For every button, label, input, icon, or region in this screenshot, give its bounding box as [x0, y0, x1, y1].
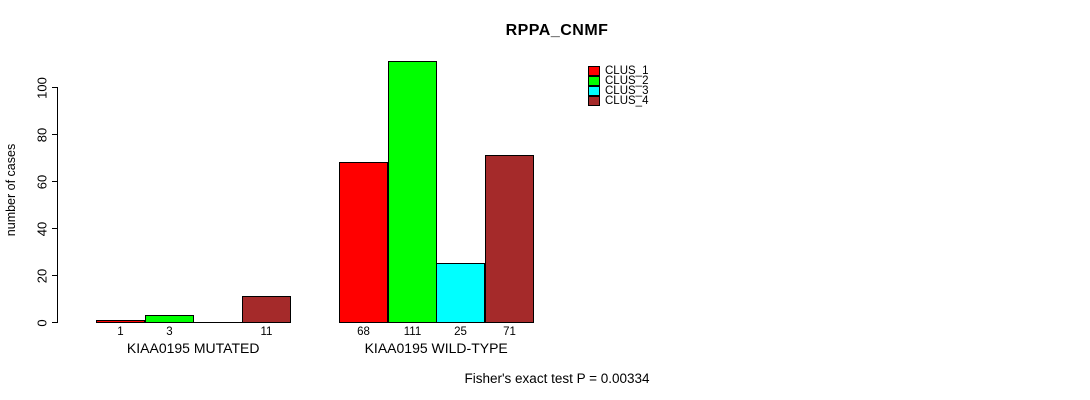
- bar-value-label: 71: [503, 326, 516, 338]
- bar-value-label: 3: [166, 326, 173, 338]
- legend-item-clus_4: CLUS_4: [588, 94, 649, 107]
- bar-clus_4: [242, 296, 291, 323]
- bar-value-label: 25: [454, 326, 467, 338]
- bar-clus_2: [145, 315, 194, 323]
- y-tick-label: 40: [34, 221, 50, 236]
- bar-value-label: 68: [357, 326, 370, 338]
- y-tick-label: 20: [34, 268, 50, 283]
- bar-clus_3-zero: [193, 322, 242, 323]
- bar-value-label: 111: [403, 326, 422, 338]
- fisher-test-annotation: Fisher's exact test P = 0.00334: [464, 371, 650, 386]
- y-axis-line: [57, 87, 58, 323]
- chart-title: RPPA_CNMF: [505, 22, 609, 39]
- bar-clus_1: [339, 162, 388, 323]
- legend-swatch-icon: [588, 65, 600, 76]
- legend-item-clus_1: CLUS_1: [588, 64, 649, 77]
- bar-clus_1: [96, 320, 145, 323]
- y-tick-label: 80: [34, 127, 50, 142]
- legend-item-clus_3: CLUS_3: [588, 84, 649, 97]
- legend-swatch-icon: [588, 85, 600, 96]
- y-tick-label: 0: [34, 318, 50, 327]
- y-tick: [52, 181, 57, 182]
- bar-value-label: 11: [260, 326, 273, 338]
- legend-item-clus_2: CLUS_2: [588, 74, 649, 87]
- group-label: KIAA0195 MUTATED: [126, 340, 260, 356]
- bar-clus_4: [485, 155, 534, 323]
- legend-swatch-icon: [588, 75, 600, 86]
- y-tick-label: 60: [34, 174, 50, 189]
- legend: CLUS_1 CLUS_2 CLUS_3 CLUS_4: [588, 64, 649, 107]
- y-tick: [52, 228, 57, 229]
- legend-label: CLUS_3: [605, 84, 649, 97]
- legend-label: CLUS_2: [605, 74, 649, 87]
- legend-label: CLUS_4: [605, 94, 649, 107]
- bar-clus_2: [388, 61, 437, 323]
- legend-label: CLUS_1: [605, 64, 649, 77]
- bar-value-label: 1: [117, 326, 124, 338]
- y-tick-label: 100: [34, 76, 50, 99]
- group-label: KIAA0195 WILD-TYPE: [364, 340, 508, 356]
- y-tick: [52, 275, 57, 276]
- y-tick: [52, 134, 57, 135]
- y-tick: [52, 322, 57, 323]
- bar-clus_3: [436, 263, 485, 323]
- y-tick: [52, 87, 57, 88]
- legend-swatch-icon: [588, 95, 600, 106]
